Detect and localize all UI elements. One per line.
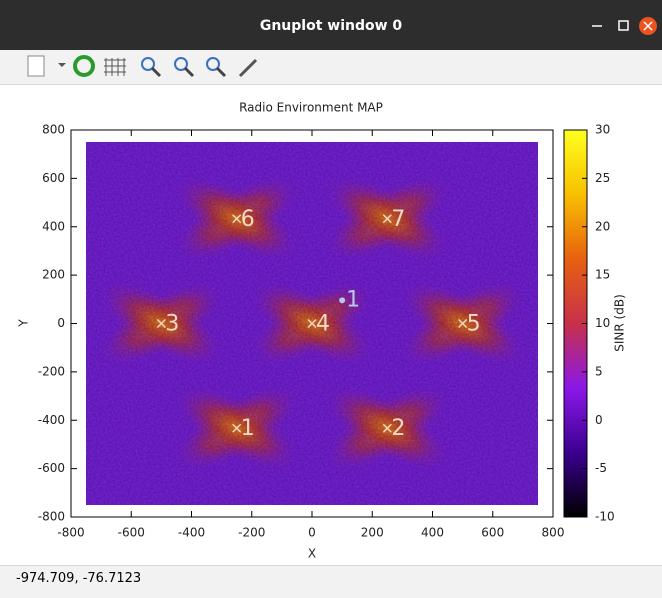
replot-button[interactable] bbox=[73, 55, 95, 77]
y-tick-label: 400 bbox=[42, 219, 65, 233]
colorbar-tick-label: 20 bbox=[595, 219, 610, 233]
settings-button[interactable] bbox=[238, 58, 258, 78]
station-marker bbox=[382, 423, 392, 433]
ue-marker bbox=[339, 297, 346, 304]
y-tick-label: 200 bbox=[42, 268, 65, 282]
station-marker bbox=[307, 318, 317, 329]
station-marker bbox=[458, 318, 468, 329]
point-label: 1 bbox=[241, 416, 255, 441]
station-marker bbox=[232, 214, 242, 224]
zoom-fit-button[interactable] bbox=[206, 57, 220, 71]
x-tick-label: 200 bbox=[361, 526, 384, 540]
point-label: 2 bbox=[391, 416, 405, 441]
colorbar-tick-label: -10 bbox=[595, 510, 615, 524]
station-marker bbox=[382, 214, 392, 224]
y-tick-label: 800 bbox=[42, 123, 65, 137]
colorbar-tick-label: 10 bbox=[595, 316, 610, 330]
status-coordinates: -974.709, -76.7123 bbox=[16, 571, 142, 586]
y-tick-label: -200 bbox=[38, 364, 65, 378]
export-button[interactable] bbox=[27, 55, 45, 77]
colorbar-label: SINR (dB) bbox=[613, 294, 627, 352]
x-tick-label: 600 bbox=[481, 526, 504, 540]
station-marker bbox=[232, 423, 242, 433]
colorbar-tick-label: 0 bbox=[595, 413, 603, 427]
chart: Radio Environment MAP X Y SINR (dB) -800… bbox=[17, 101, 627, 561]
x-tick-label: 0 bbox=[308, 526, 316, 540]
y-tick-label: 0 bbox=[57, 316, 65, 330]
point-label: 4 bbox=[316, 312, 330, 337]
station-marker bbox=[156, 318, 166, 329]
y-axis-label: Y bbox=[17, 319, 31, 328]
point-label: 3 bbox=[165, 312, 179, 337]
toolbar bbox=[0, 50, 662, 85]
point-label: 7 bbox=[391, 207, 405, 232]
colorbar-tick-label: 25 bbox=[595, 171, 610, 185]
window-controls bbox=[592, 17, 657, 35]
y-tick-label: -800 bbox=[38, 510, 65, 524]
title-bar: Gnuplot window 0 bbox=[0, 0, 662, 50]
colorbar-tick-label: 5 bbox=[595, 364, 603, 378]
point-label: 1 bbox=[346, 287, 360, 312]
toolbar-icons bbox=[27, 55, 258, 78]
colorbar-tick-label: 30 bbox=[595, 123, 610, 137]
point-label: 6 bbox=[241, 207, 255, 232]
x-tick-label: 400 bbox=[421, 526, 444, 540]
y-tick-label: 600 bbox=[42, 171, 65, 185]
status-bar: -974.709, -76.7123 bbox=[0, 565, 662, 598]
window-title: Gnuplot window 0 bbox=[259, 18, 403, 34]
x-axis-label: X bbox=[308, 547, 316, 561]
y-tick-label: -400 bbox=[38, 413, 65, 427]
grid-button[interactable] bbox=[104, 58, 126, 76]
colorbar-tick-label: 15 bbox=[595, 268, 610, 282]
maximize[interactable] bbox=[618, 20, 629, 31]
chart-title: Radio Environment MAP bbox=[239, 101, 383, 115]
zoom-out-button[interactable] bbox=[141, 57, 155, 71]
x-tick-label: 800 bbox=[542, 526, 565, 540]
colorbar-tick-label: -5 bbox=[595, 461, 607, 475]
x-tick-label: -200 bbox=[238, 526, 265, 540]
zoom-in-button[interactable] bbox=[174, 57, 188, 71]
y-tick-label: -600 bbox=[38, 461, 65, 475]
x-tick-label: -800 bbox=[57, 526, 84, 540]
x-tick-label: -400 bbox=[178, 526, 205, 540]
x-tick-label: -600 bbox=[118, 526, 145, 540]
point-label: 5 bbox=[467, 312, 481, 337]
